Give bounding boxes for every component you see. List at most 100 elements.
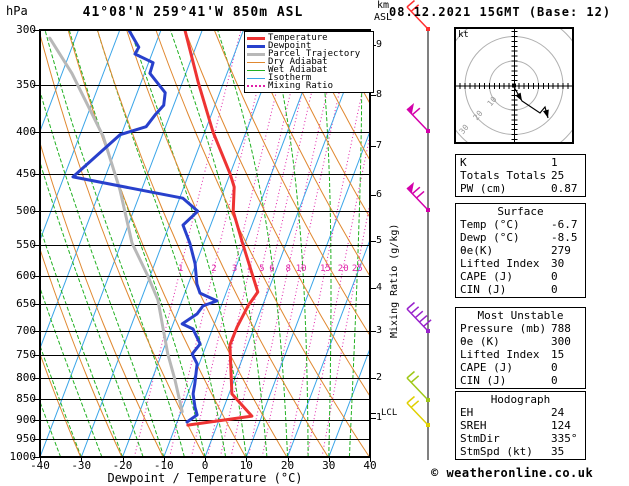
pressure-tick-label: 350 xyxy=(16,77,36,91)
mixing-ratio-value-label: 2 xyxy=(211,264,216,274)
indices-row-label: θe (K) xyxy=(460,335,500,348)
temperature-tick-label: -10 xyxy=(153,459,174,472)
wind-barb-shaft xyxy=(406,402,429,426)
indices-row-value: 788 xyxy=(551,322,571,335)
legend-label: Mixing Ratio xyxy=(268,81,334,91)
indices-section-header: Surface xyxy=(497,205,544,218)
wind-barb-tick xyxy=(406,370,415,379)
temperature-trace xyxy=(183,30,260,427)
isotherm-line xyxy=(80,30,244,457)
temperature-tick-label: -40 xyxy=(30,459,50,472)
pressure-tick-label: 950 xyxy=(16,431,36,445)
indices-row: Pressure (mb) 788 xyxy=(456,322,585,335)
indices-row: Temp (°C) -6.7 xyxy=(456,218,585,231)
indices-row: CAPE (J) 0 xyxy=(456,361,585,374)
altitude-axis-unit: km ASL xyxy=(369,0,397,24)
legend-item: Dry Adiabat xyxy=(247,58,373,67)
wet-adiabat-line xyxy=(40,89,165,457)
dry-adiabat-line xyxy=(155,30,370,457)
plot-border xyxy=(39,29,371,458)
temperature-tick-label: 0 xyxy=(201,459,209,472)
indices-row-value: 15 xyxy=(551,348,565,361)
wet-adiabat-line xyxy=(348,30,363,457)
wet-adiabat-line xyxy=(40,160,144,457)
dry-adiabat-line xyxy=(96,30,288,457)
legend-label: Parcel Trajectory xyxy=(268,49,361,59)
axis-tick-marks xyxy=(33,30,376,462)
legend-swatch-isotherm xyxy=(247,77,265,79)
indices-row: Dewp (°C) -8.5 xyxy=(456,231,585,244)
mixing-ratio-value-label: 8 xyxy=(286,264,291,274)
pressure-tick-label: 650 xyxy=(16,297,36,311)
dewpoint-trace xyxy=(71,30,219,424)
legend-item: Temperature xyxy=(247,34,373,43)
indices-row-value: -8.5 xyxy=(551,231,578,244)
wet-adiabat-line xyxy=(44,30,185,457)
wind-barb xyxy=(406,301,432,333)
altitude-tick-label: 7 xyxy=(376,140,383,151)
indices-row-value: 30 xyxy=(551,257,565,270)
hodograph-ring-label: 20 xyxy=(472,109,485,122)
wind-barb xyxy=(406,370,430,402)
mixing-ratio-line xyxy=(133,30,242,457)
indices-row: EH 24 xyxy=(456,406,585,419)
altitude-tick-label: 3 xyxy=(376,325,383,336)
indices-row-label: CIN (J) xyxy=(460,283,507,296)
indices-row: StmDir 335° xyxy=(456,432,585,445)
indices-row-value: 0 xyxy=(551,283,558,296)
indices-row-value: 124 xyxy=(551,419,571,432)
legend-item: Parcel Trajectory xyxy=(247,49,373,59)
wind-barb-pennant xyxy=(407,103,414,115)
isotherm-line xyxy=(40,30,162,350)
mixing-ratio-line xyxy=(207,30,306,457)
indices-row-label: EH xyxy=(460,406,474,419)
dry-adiabat-line xyxy=(272,30,370,219)
indices-row-value: 0 xyxy=(551,270,558,283)
wind-barb-tick xyxy=(411,186,421,195)
wind-barb-tick xyxy=(423,319,432,327)
altitude-tick-label: 4 xyxy=(376,282,383,293)
indices-row: CIN (J) 0 xyxy=(456,374,585,387)
wind-barb-tick xyxy=(406,301,415,310)
indices-row-label: θe(K) xyxy=(460,244,494,257)
wind-barb-tick xyxy=(418,314,428,323)
wind-barb xyxy=(406,395,430,427)
pressure-tick-label: 1000 xyxy=(9,450,37,463)
altitude-tick-label: 6 xyxy=(376,189,383,200)
dry-adiabat-line xyxy=(184,30,370,398)
background-field-lines xyxy=(40,30,370,457)
altitude-tick-label: 2 xyxy=(376,372,383,383)
indices-row-label: Lifted Index xyxy=(460,257,540,270)
mixing-ratio-line xyxy=(190,30,292,457)
indices-section-most-unstable: Most Unstable Pressure (mb) 788 θe (K) 300 Li… xyxy=(455,307,586,389)
wind-barb xyxy=(406,103,430,133)
dry-adiabat-line xyxy=(40,141,164,457)
legend-label: Isotherm xyxy=(268,73,312,83)
dry-adiabat-line xyxy=(40,352,82,457)
hodograph-ring-label: 10 xyxy=(486,95,499,108)
wind-barb-tick xyxy=(416,190,425,199)
wind-barb-shaft xyxy=(406,187,429,211)
temperature-tick-label: 40 xyxy=(363,459,377,472)
altitude-tick-label: 8 xyxy=(376,89,383,100)
pressure-axis-unit: hPa xyxy=(6,4,28,18)
mixing-ratio-value-label: 15 xyxy=(320,264,331,274)
legend-item: Dewpoint xyxy=(247,42,373,51)
legend-swatch-wet-adiabat xyxy=(247,69,265,71)
legend-swatch-parcel-trajectory xyxy=(247,52,265,56)
indices-row-label: Pressure (mb) xyxy=(460,322,547,335)
indices-row-label: StmDir xyxy=(460,432,500,445)
isotherm-line xyxy=(40,30,121,242)
indices-section-general: K 1 Totals Totals 25 PW (cm) 0.87 xyxy=(455,154,586,197)
legend-item: Mixing Ratio xyxy=(247,81,373,91)
indices-row: Lifted Index 15 xyxy=(456,348,585,361)
pressure-tick-label: 800 xyxy=(16,370,36,384)
indices-row-value: -6.7 xyxy=(551,218,578,231)
wind-barb-tick xyxy=(410,375,420,383)
hodograph-unit-label: kt xyxy=(458,30,469,40)
mixing-ratio-value-labels: 1 2 3 4 5 6 8 10 15 20 25 xyxy=(178,264,363,274)
pressure-tick-label: 550 xyxy=(16,237,36,251)
lcl-label: LCL xyxy=(381,408,398,418)
